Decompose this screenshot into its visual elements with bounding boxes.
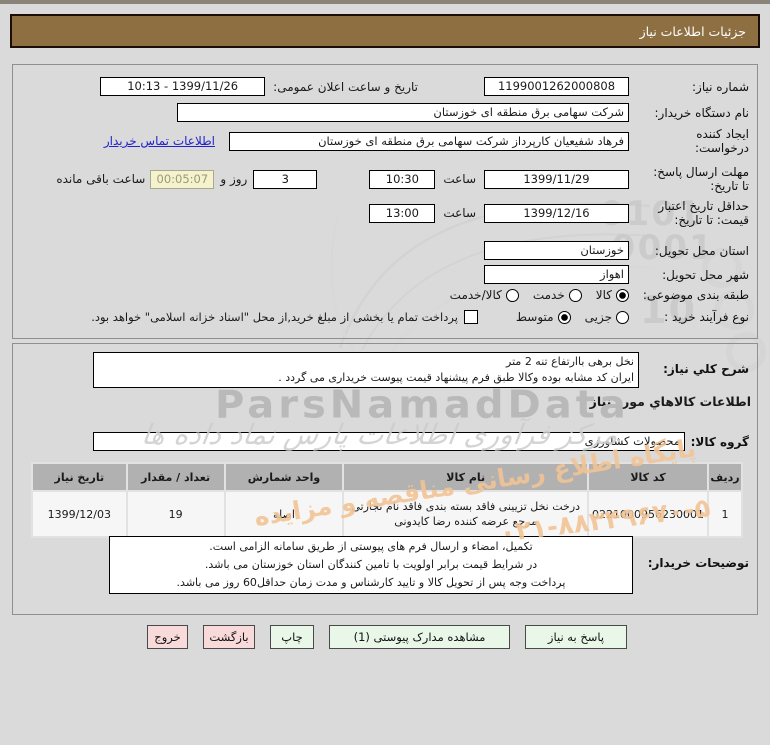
cell-item-code: 0221000956230001 [587, 490, 710, 538]
deadline-time-field[interactable]: 10:30 [369, 169, 436, 189]
radio-medium-label: متوسط [515, 310, 554, 324]
page-title-bar: جزئیات اطلاعات نیاز [10, 14, 760, 48]
buyer-notes-line1: تکمیل، امضاء و ارسال فرم های پیوستی از ط… [209, 540, 533, 553]
group-field[interactable]: محصولات کشاورزی [93, 432, 685, 451]
radio-goods[interactable] [616, 288, 629, 302]
buyer-org-field[interactable]: شرکت سهامی برق منطقه ای خوزستان [177, 103, 629, 122]
radio-minor[interactable] [616, 310, 629, 324]
page-title: جزئیات اطلاعات نیاز [639, 23, 746, 39]
need-description-line2: ایران کد مشابه بوده وکالا طبق فرم پیشنها… [278, 371, 634, 384]
process-type-row: نوع فرآیند خرید : جزیی متوسط پرداخت تمام… [13, 310, 757, 324]
validity-time-field[interactable]: 13:00 [369, 203, 436, 223]
cell-row-number: 1 [707, 490, 743, 538]
validity-date-field[interactable]: 1399/12/16 [484, 203, 629, 223]
buyer-org-row: نام دستگاه خریدار: شرکت سهامی برق منطقه … [13, 103, 757, 122]
radio-goods-service[interactable] [505, 288, 519, 302]
cell-need-date: 1399/12/03 [31, 490, 128, 538]
deadline-label: مهلت ارسال پاسخ: تا تاریخ: [653, 165, 749, 193]
table-row: 1 0221000956230001 درخت نخل تزیینی فاقد … [31, 490, 743, 538]
need-description-box[interactable]: نخل برهی باارتفاع تنه 2 متر ایران کد مشا… [93, 352, 639, 388]
header-item-name: نام کالا [342, 462, 590, 492]
province-row: استان محل تحویل: خوزستان [13, 241, 757, 260]
window-top-edge [0, 0, 770, 4]
province-label: استان محل تحویل: [654, 243, 749, 258]
treasury-checkbox-label: پرداخت تمام یا بخشی از مبلغ خرید,از محل … [91, 310, 458, 324]
buyer-notes-box[interactable]: تکمیل، امضاء و ارسال فرم های پیوستی از ط… [109, 536, 633, 594]
province-field[interactable]: خوزستان [484, 241, 629, 260]
days-label: روز و [220, 172, 248, 186]
header-item-code: کد کالا [587, 462, 710, 492]
countdown-field: 00:05:07 [150, 169, 215, 189]
need-number-label: شماره نیاز: [692, 79, 749, 94]
deadline-date-field[interactable]: 1399/11/29 [484, 169, 629, 189]
city-label: شهر محل تحویل: [662, 267, 749, 282]
group-row: گروه کالا: محصولات کشاورزی [13, 432, 757, 451]
category-label: طبقه بندی موضوعی: [642, 288, 749, 302]
print-button[interactable]: چاپ [270, 625, 314, 649]
cell-quantity: 19 [125, 490, 226, 538]
need-description-line1: نخل برهی باارتفاع تنه 2 متر [506, 355, 634, 368]
need-description-label: شرح كلي نیاز: [663, 362, 749, 376]
respond-button[interactable]: پاسخ به نیاز [525, 625, 627, 649]
items-table: ردیف کد کالا نام کالا واحد شمارش تعداد /… [31, 462, 743, 538]
deadline-hour-label: ساعت [443, 172, 476, 186]
need-number-field[interactable]: 1199001262000808 [484, 77, 629, 96]
process-type-label: نوع فرآیند خرید : [664, 310, 749, 324]
buyer-notes-line3: پرداخت وجه پس از تحویل کالا و تایید کارش… [176, 576, 566, 589]
city-row: شهر محل تحویل: اهواز [13, 265, 757, 284]
group-label: گروه کالا: [690, 434, 749, 449]
cell-unit: اصله [223, 490, 345, 538]
view-docs-button[interactable]: مشاهده مدارک پیوستی (1) [329, 625, 510, 649]
radio-medium[interactable] [557, 310, 571, 324]
radio-goods-label: کالا [595, 288, 612, 302]
items-table-header-row: ردیف کد کالا نام کالا واحد شمارش تعداد /… [31, 462, 743, 492]
price-validity-row: حداقل تاریخ اعتبار قیمت: تا تاریخ: 1399/… [13, 199, 757, 227]
header-row-number: ردیف [707, 462, 743, 492]
exit-button[interactable]: خروج [147, 625, 188, 649]
requester-label: ایجاد کننده درخواست: [695, 127, 749, 155]
category-row: طبقه بندی موضوعی: کالا خدمت کالا/خدمت [13, 288, 757, 302]
header-unit: واحد شمارش [223, 462, 345, 492]
announce-label: تاریخ و ساعت اعلان عمومی: [273, 79, 418, 94]
buyer-contact-link[interactable]: اطلاعات تماس خریدار [103, 134, 215, 148]
radio-service-label: خدمت [532, 288, 565, 302]
header-quantity: تعداد / مقدار [125, 462, 226, 492]
deadline-row: مهلت ارسال پاسخ: تا تاریخ: 1399/11/29 سا… [13, 165, 757, 193]
buyer-notes-row: توضیحات خریدار: تکمیل، امضاء و ارسال فرم… [13, 536, 757, 594]
need-number-row: شماره نیاز: 1199001262000808 تاریخ و ساع… [13, 77, 757, 96]
cell-item-name: درخت نخل تزیینی فاقد بسته بندی فاقد نام … [342, 490, 590, 538]
need-description-row: شرح كلي نیاز: نخل برهی باارتفاع تنه 2 مت… [13, 352, 757, 388]
validity-hour-label: ساعت [443, 206, 476, 220]
header-need-date: تاریخ نیاز [31, 462, 128, 492]
items-heading: اطلاعات كالاهاي مورد نیاز [589, 394, 751, 409]
city-field[interactable]: اهواز [484, 265, 629, 284]
buyer-org-label: نام دستگاه خریدار: [654, 105, 750, 120]
remaining-label: ساعت باقی مانده [56, 172, 146, 186]
radio-minor-label: جزیی [584, 310, 612, 324]
announce-field[interactable]: 1399/11/26 - 10:13 [100, 77, 266, 96]
requester-row: ایجاد کننده درخواست: فرهاد شفیعیان کارپر… [13, 127, 757, 155]
buyer-notes-line2: در شرایط قیمت برابر اولویت با تامین کنند… [204, 558, 538, 571]
need-info-panel: شماره نیاز: 1199001262000808 تاریخ و ساع… [12, 64, 758, 339]
treasury-checkbox[interactable] [463, 310, 478, 324]
back-button[interactable]: بازگشت [203, 625, 255, 649]
action-buttons: پاسخ به نیاز مشاهده مدارک پیوستی (1) چاپ… [147, 625, 627, 649]
items-panel: شرح كلي نیاز: نخل برهی باارتفاع تنه 2 مت… [12, 343, 758, 615]
validity-label: حداقل تاریخ اعتبار قیمت: تا تاریخ: [658, 199, 749, 227]
radio-service[interactable] [568, 288, 582, 302]
days-remaining-field[interactable]: 3 [253, 169, 318, 189]
requester-field[interactable]: فرهاد شفیعیان کارپرداز شرکت سهامی برق من… [229, 131, 629, 151]
radio-goods-service-label: کالا/خدمت [449, 288, 502, 302]
buyer-notes-label: توضیحات خریدار: [647, 556, 749, 570]
